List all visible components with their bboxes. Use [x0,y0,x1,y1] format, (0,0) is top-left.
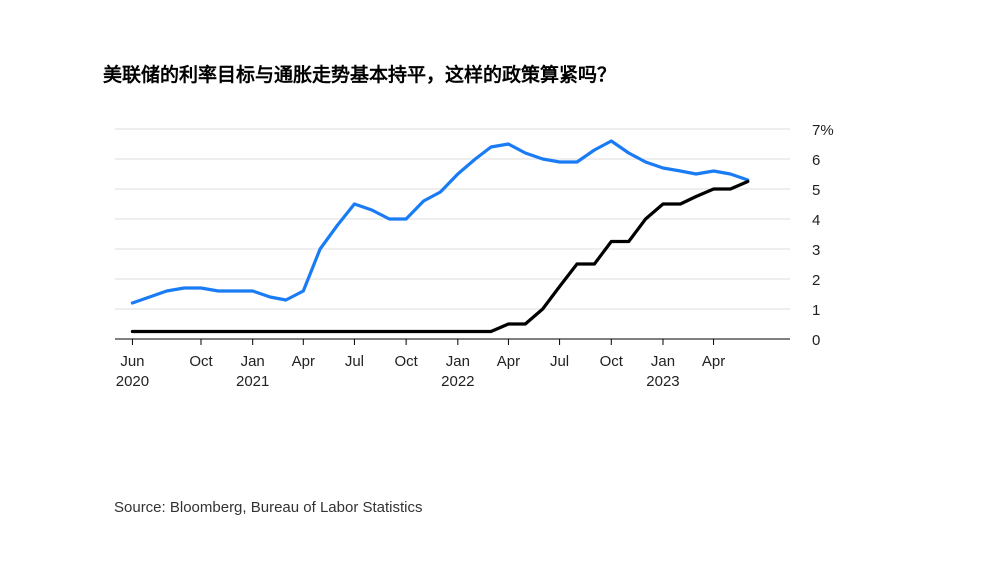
x-tick-label: Apr [702,353,725,370]
x-tick-label: Jan [446,353,470,370]
y-tick-label: 6 [812,152,820,169]
series-lines [130,139,750,334]
x-tick-year-label: 2021 [236,373,269,390]
y-tick-label: 5 [812,182,820,199]
x-tick-year-label: 2022 [441,373,474,390]
chart-title: 美联储的利率目标与通胀走势基本持平，这样的政策算紧吗？ [103,64,617,86]
gridlines [115,128,790,340]
x-tick-label: Oct [394,353,418,370]
x-tick-label: Oct [600,353,624,370]
source-note: Source: Bloomberg, Bureau of Labor Stati… [114,499,423,516]
y-tick-label: 0 [812,332,820,349]
x-tick-label: Jun [120,353,144,370]
x-tick-label: Jan [651,353,675,370]
series-line-1 [130,139,750,305]
x-tick-label: Apr [497,353,520,370]
y-tick-label: 3 [812,242,820,259]
y-tick-label: 7% [812,122,834,139]
y-tick-label: 4 [812,212,820,229]
x-tick-year-label: 2023 [646,373,679,390]
x-tick-label: Jul [550,353,569,370]
x-tick-label: Oct [189,353,213,370]
x-tick-label: Jul [345,353,364,370]
y-tick-label: 1 [812,302,820,319]
x-tick-label: Jan [241,353,265,370]
y-tick-label: 2 [812,272,820,289]
x-tick-label: Apr [292,353,315,370]
y-axis-ticks: 0 1 2 3 4 5 6 7% [812,122,834,349]
series-line-2 [130,179,750,334]
x-axis: Jun 2020 Oct Jan 2021 Apr Jul Oct Jan 2022 Apr Jul O… [116,339,725,390]
x-tick-year-label: 2020 [116,373,149,390]
